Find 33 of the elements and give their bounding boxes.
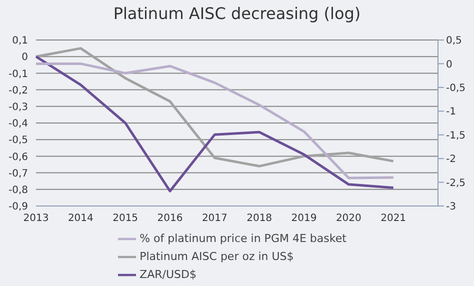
x-tick-label: 2015 bbox=[112, 213, 138, 224]
x-tick-label: 2021 bbox=[380, 213, 406, 224]
x-tick-label: 2017 bbox=[202, 213, 228, 224]
y2-tick-label: 0,5 bbox=[446, 36, 462, 47]
y-tick-label: 0 bbox=[22, 52, 28, 64]
y2-tick-label: -2,5 bbox=[446, 178, 466, 189]
legend-label: Platinum AISC per oz in US$ bbox=[140, 250, 294, 264]
chart-title: Platinum AISC decreasing (log) bbox=[112, 4, 362, 23]
y-tick-label: -0,1 bbox=[8, 68, 28, 80]
x-tick-label: 2016 bbox=[157, 213, 183, 224]
x-tick-label: 2020 bbox=[336, 213, 362, 224]
y-tick-label: -0,8 bbox=[8, 184, 28, 196]
y2-tick-label: -1 bbox=[446, 106, 456, 118]
y-tick-label: -0,7 bbox=[8, 168, 28, 180]
x-tick-label: 2019 bbox=[291, 213, 317, 224]
line-series bbox=[34, 47, 395, 168]
legend-label: ZAR/USD$ bbox=[140, 268, 196, 282]
y-tick-label: 0,1 bbox=[12, 36, 28, 47]
y2-tick-label: -2 bbox=[446, 154, 456, 166]
y-tick-label: -0,6 bbox=[8, 152, 28, 163]
x-tick-label: 2018 bbox=[246, 213, 272, 224]
y-tick-label: -0,9 bbox=[8, 202, 28, 213]
y2-tick-label: -1,5 bbox=[446, 130, 466, 142]
y-tick-label: -0,4 bbox=[8, 118, 28, 130]
y-tick-label: -0,5 bbox=[8, 135, 28, 146]
legend-label: % of platinum price in PGM 4E basket bbox=[140, 232, 346, 246]
x-tick-label: 2013 bbox=[23, 213, 49, 224]
y2-tick-label: -3 bbox=[446, 202, 456, 213]
y2-tick-label: 0 bbox=[446, 59, 452, 70]
y-tick-label: -0,3 bbox=[8, 102, 28, 113]
y-tick-label: -0,2 bbox=[8, 85, 28, 96]
x-tick-label: 2014 bbox=[68, 213, 94, 224]
y2-tick-label: -0,5 bbox=[446, 82, 466, 94]
